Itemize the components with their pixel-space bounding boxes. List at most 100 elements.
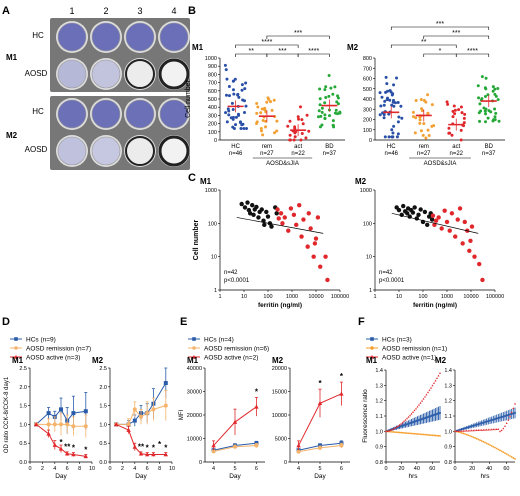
marker-circle [489,444,491,446]
data-point [318,125,322,129]
marker-triangle [490,428,493,431]
marker-circle [482,440,485,443]
y-tick-label: 200 [363,118,372,124]
data-point [264,125,268,129]
data-point [299,105,303,109]
data-point [305,113,309,117]
data-point-black [250,202,255,208]
data-point [390,128,394,132]
significance-star: * [318,379,322,388]
significance-label: ** [249,48,255,55]
marker-square [416,419,419,422]
marker-triangle [397,425,399,427]
y-tick-label: 0 [284,460,287,466]
data-point [484,112,488,116]
significance-bracket [297,53,330,57]
marker-circle [14,346,18,350]
data-point [385,96,389,100]
data-point [272,98,276,102]
x-axis-label: hrs [408,473,418,480]
x-tick-label: 40 [486,466,492,472]
data-point [244,104,248,108]
y-tick-label: 1.4 [444,368,452,374]
y-tick-label: 2.0 [19,385,27,391]
data-point [453,112,457,116]
marker-circle [83,424,88,429]
marker-triangle [58,446,64,451]
marker-circle [467,434,470,437]
data-point [231,117,235,121]
marker-circle [403,431,405,434]
data-point-black [254,204,259,210]
data-point [327,74,331,78]
y-tick-label: 100 [363,221,372,227]
marker-square [425,416,428,419]
data-point [324,95,328,99]
x-axis-label: Day [135,473,147,480]
data-point-red [453,234,458,239]
data-point [259,111,263,115]
data-point [391,92,395,96]
marker-circle [413,432,416,435]
chart-title: M1 [187,356,199,365]
y-tick-label: 0.8 [375,460,383,466]
data-point [243,87,247,91]
marker-circle [437,434,440,437]
marker-square [499,416,501,419]
data-point [396,132,400,136]
row-label-aosd-1: AOSD [25,69,48,78]
data-point-red [280,221,285,226]
marker-triangle [386,430,389,432]
data-point [385,82,389,86]
data-point-black [396,207,402,213]
marker-square [477,423,480,426]
x-axis-label: ferritin (ng/ml) [413,302,457,309]
marker-triangle [459,429,461,432]
data-point-black [399,212,404,218]
data-point [380,95,384,99]
well [125,59,155,89]
y-tick-label: 800 [363,56,372,62]
marker-square [459,428,461,431]
data-point [388,98,392,102]
data-point [260,107,264,111]
marker-square [410,421,413,424]
marker-circle [430,434,432,437]
marker-triangle [497,428,500,430]
x-tick-label: 40 [414,466,420,472]
y-tick-label: 0.0 [19,460,27,466]
marker-circle [504,452,506,455]
marker-triangle [138,451,144,456]
marker-square [422,417,425,420]
marker-circle [460,432,463,434]
significance-label: *** [436,21,444,28]
data-point [430,124,434,128]
marker-triangle [433,381,435,384]
marker-circle [485,442,488,445]
data-point [331,92,335,96]
data-point-red [460,241,465,246]
marker-circle [192,346,196,350]
x-tick-label: n=27 [417,151,431,157]
marker-square [490,419,493,421]
marker-circle [462,432,465,435]
data-point [478,119,482,123]
data-point-black [422,209,428,215]
data-point-black [401,203,406,209]
marker-circle [480,440,483,442]
x-tick-label: 10 [89,466,95,472]
x-tick-label: act [294,144,302,150]
marker-circle [421,433,423,436]
marker-triangle [485,428,488,431]
data-point [304,136,308,140]
marker-square [404,423,407,426]
data-point [331,119,335,123]
marker-circle [497,448,500,451]
marker-square [14,337,18,341]
x-tick-label: 8 [158,466,161,472]
data-point-red [468,238,473,243]
x-tick-label: 8 [78,466,81,472]
data-point [336,102,340,106]
marker-triangle [428,389,431,391]
